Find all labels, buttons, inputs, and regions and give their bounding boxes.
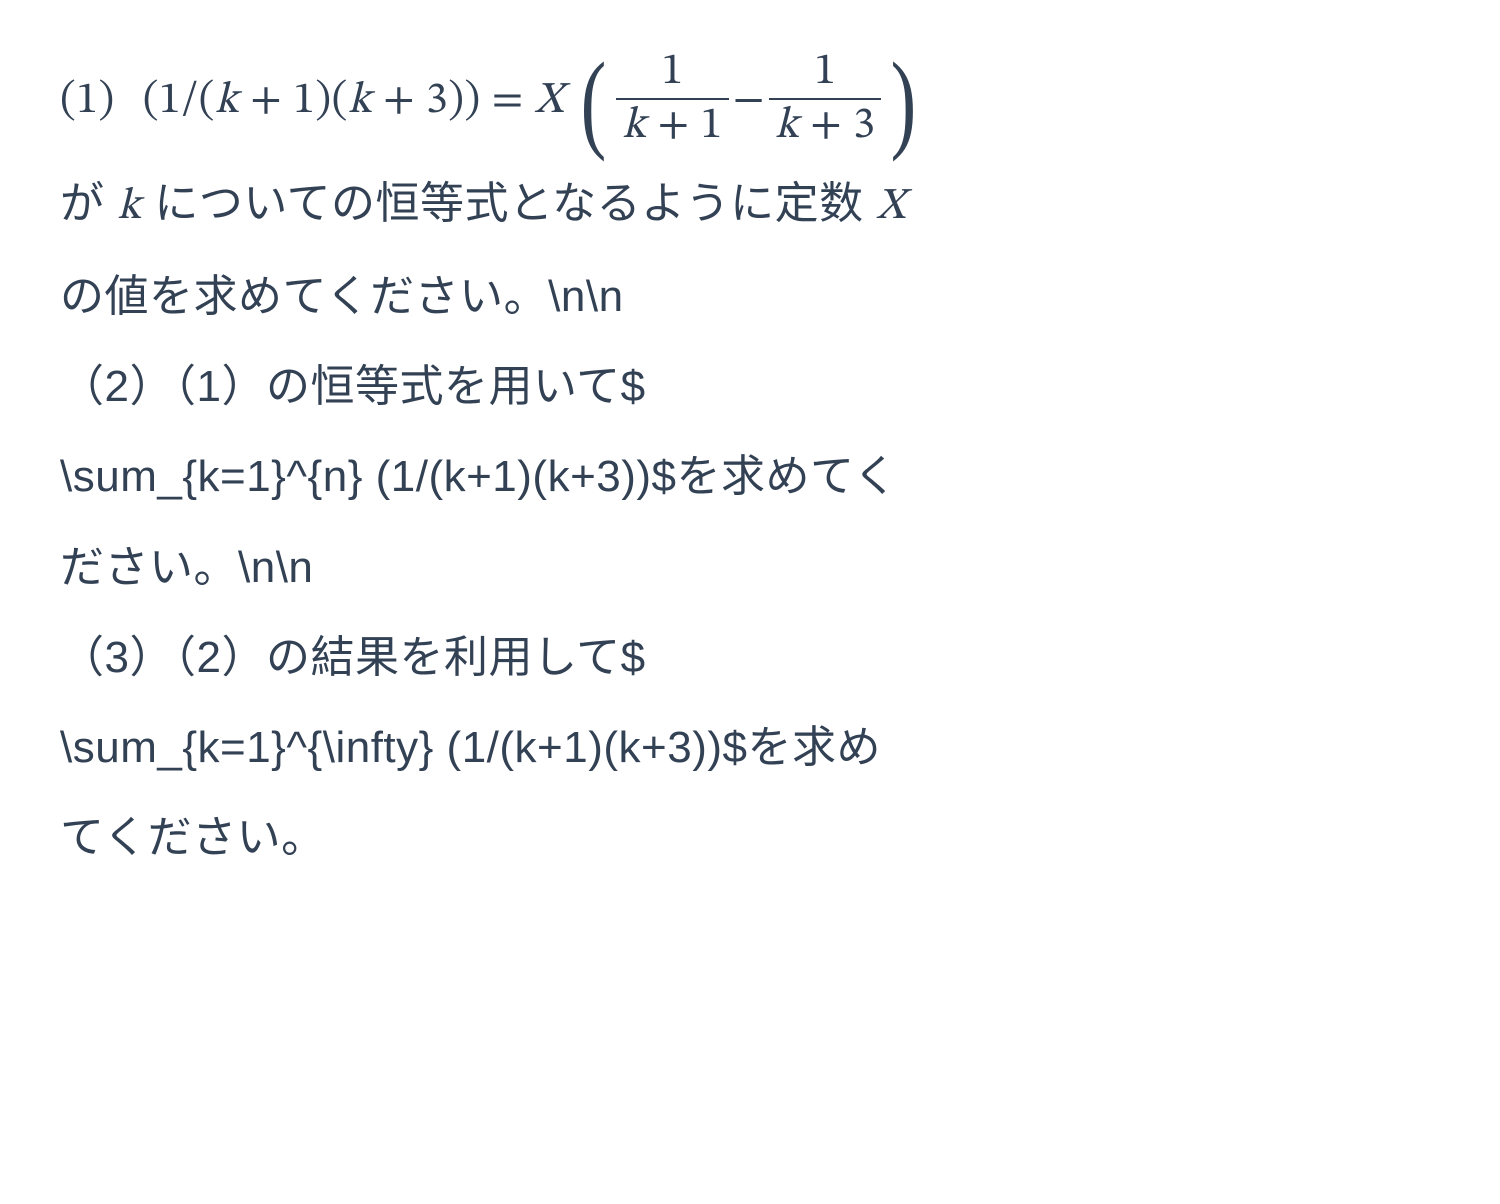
text-line-7: （3）（2）の結果を利用して$ bbox=[60, 613, 1460, 703]
equation-1: (1) (1/(k + 1)(k + 3)) = X ( 1 k + 1 − 1… bbox=[60, 50, 1460, 153]
document-body: (1) (1/(k + 1)(k + 3)) = X ( 1 k + 1 − 1… bbox=[0, 0, 1500, 923]
text-line-4: （2）（1）の恒等式を用いて$ bbox=[60, 342, 1460, 432]
text-line-9: てください。 bbox=[60, 793, 1460, 883]
text-line-5: \sum_{k=1}^{n} (1/(k+1)(k+3))$を求めてく bbox=[60, 432, 1460, 522]
minus-sign: − bbox=[733, 56, 765, 146]
fraction-1: 1 k + 1 bbox=[616, 48, 729, 151]
text-line-8: \sum_{k=1}^{\infty} (1/(k+1)(k+3))$を求め bbox=[60, 703, 1460, 793]
eq1-lhs: (1/(k + 1)(k + 3)) = X bbox=[143, 56, 575, 146]
text-line-2: が k についての恒等式となるように定数 X bbox=[60, 159, 1460, 252]
fraction-2: 1 k + 3 bbox=[769, 48, 882, 151]
text-line-6: ださい。\n\n bbox=[60, 523, 1460, 613]
text-line-3: の値を求めてください。\n\n bbox=[60, 252, 1460, 342]
part-1-label: (1) bbox=[60, 56, 115, 146]
